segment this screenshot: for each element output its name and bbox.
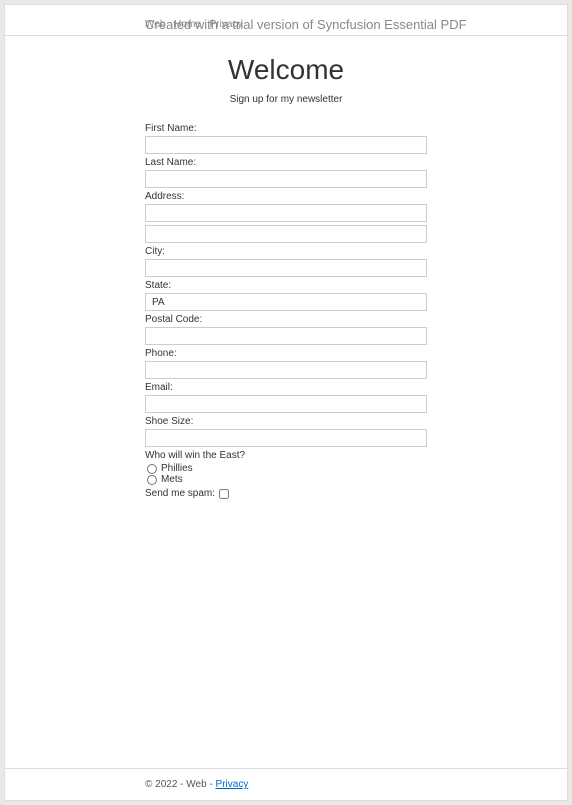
radio-item-phillies: Phillies — [145, 463, 427, 474]
spam-row: Send me spam: — [145, 488, 427, 499]
spam-checkbox[interactable] — [219, 489, 229, 499]
phone-label: Phone: — [145, 348, 427, 359]
form-group-phone: Phone: — [145, 348, 427, 379]
address-input-2[interactable] — [145, 225, 427, 243]
east-radio-group: Phillies Mets — [145, 463, 427, 485]
nav-privacy[interactable]: Privacy — [210, 19, 243, 30]
form-group-firstname: First Name: — [145, 123, 427, 154]
state-input[interactable] — [145, 293, 427, 311]
email-input[interactable] — [145, 395, 427, 413]
last-name-label: Last Name: — [145, 157, 427, 168]
page-title: Welcome — [145, 54, 427, 86]
state-label: State: — [145, 280, 427, 291]
form-group-city: City: — [145, 246, 427, 277]
subtitle: Sign up for my newsletter — [145, 94, 427, 105]
form-group-email: Email: — [145, 382, 427, 413]
radio-mets[interactable] — [147, 475, 157, 485]
east-label: Who will win the East? — [145, 450, 427, 461]
radio-phillies-label: Phillies — [161, 463, 193, 474]
nav-web[interactable]: Web — [145, 19, 165, 30]
footer: © 2022 - Web - Privacy — [5, 768, 567, 800]
last-name-input[interactable] — [145, 170, 427, 188]
shoe-input[interactable] — [145, 429, 427, 447]
form-group-lastname: Last Name: — [145, 157, 427, 188]
form-group-postal: Postal Code: — [145, 314, 427, 345]
first-name-label: First Name: — [145, 123, 427, 134]
form-group-address: Address: — [145, 191, 427, 243]
radio-phillies[interactable] — [147, 464, 157, 474]
nav-home[interactable]: Home — [174, 19, 201, 30]
footer-privacy-link[interactable]: Privacy — [216, 779, 249, 790]
top-header: Created with a trial version of Syncfusi… — [5, 5, 567, 36]
form-group-east: Who will win the East? Phillies Mets — [145, 450, 427, 485]
form-group-state: State: — [145, 280, 427, 311]
radio-item-mets: Mets — [145, 474, 427, 485]
email-label: Email: — [145, 382, 427, 393]
postal-input[interactable] — [145, 327, 427, 345]
spam-label: Send me spam: — [145, 488, 215, 499]
main-content: Welcome Sign up for my newsletter First … — [5, 36, 567, 768]
footer-copyright: © 2022 - Web - — [145, 779, 216, 790]
city-label: City: — [145, 246, 427, 257]
city-input[interactable] — [145, 259, 427, 277]
first-name-input[interactable] — [145, 136, 427, 154]
page-container: Created with a trial version of Syncfusi… — [4, 4, 568, 801]
form-group-shoe: Shoe Size: — [145, 416, 427, 447]
shoe-label: Shoe Size: — [145, 416, 427, 427]
address-label: Address: — [145, 191, 427, 202]
phone-input[interactable] — [145, 361, 427, 379]
radio-mets-label: Mets — [161, 474, 183, 485]
nav-left: Web Home Privacy — [145, 19, 248, 30]
postal-label: Postal Code: — [145, 314, 427, 325]
address-input-1[interactable] — [145, 204, 427, 222]
